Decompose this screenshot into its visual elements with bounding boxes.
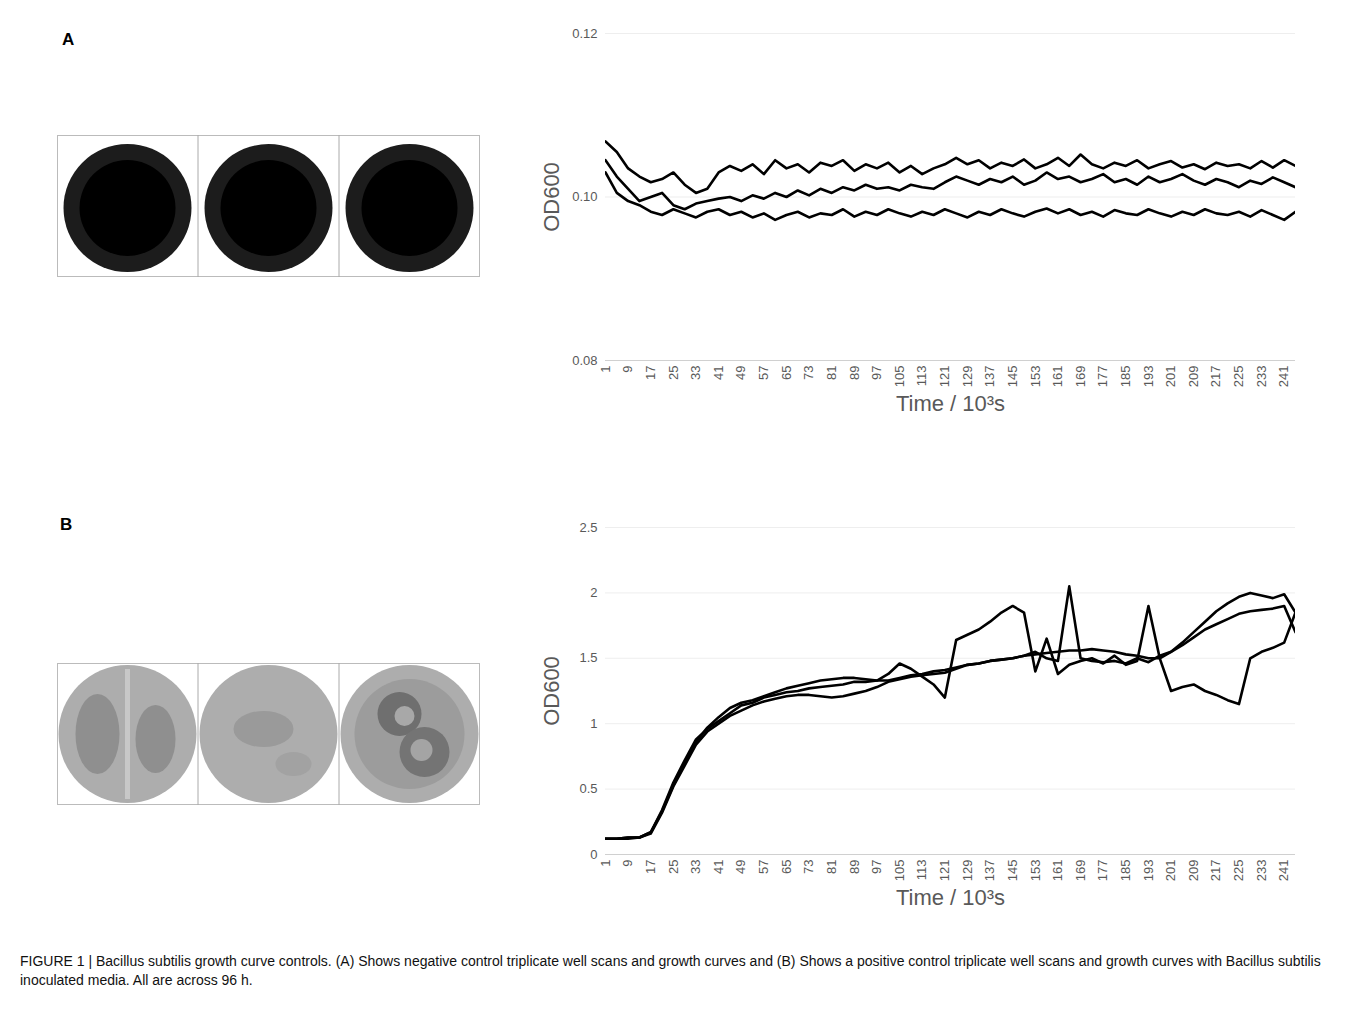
svg-text:0.12: 0.12 [572, 26, 597, 41]
svg-text:25: 25 [666, 860, 681, 874]
svg-text:0.5: 0.5 [579, 781, 597, 796]
svg-text:2.5: 2.5 [579, 520, 597, 535]
svg-text:225: 225 [1231, 860, 1246, 882]
svg-text:209: 209 [1186, 366, 1201, 388]
svg-text:201: 201 [1163, 366, 1178, 388]
svg-text:241: 241 [1276, 860, 1291, 882]
html-text:B: B [60, 515, 73, 534]
svg-text:0.08: 0.08 [572, 353, 597, 368]
svg-text:49: 49 [733, 366, 748, 380]
svg-text:41: 41 [711, 860, 726, 874]
svg-text:89: 89 [847, 366, 862, 380]
svg-text:65: 65 [779, 860, 794, 874]
svg-text:25: 25 [666, 366, 681, 380]
svg-text:73: 73 [801, 860, 816, 874]
svg-text:17: 17 [643, 366, 658, 380]
svg-text:57: 57 [756, 366, 771, 380]
svg-text:177: 177 [1095, 860, 1110, 882]
svg-text:217: 217 [1208, 860, 1223, 882]
svg-text:17: 17 [643, 860, 658, 874]
svg-text:81: 81 [824, 366, 839, 380]
svg-text:73: 73 [801, 366, 816, 380]
svg-text:OD600: OD600 [539, 162, 564, 232]
svg-text:97: 97 [869, 366, 884, 380]
svg-text:233: 233 [1254, 366, 1269, 388]
svg-text:0.10: 0.10 [572, 189, 597, 204]
svg-text:169: 169 [1073, 366, 1088, 388]
svg-text:193: 193 [1141, 366, 1156, 388]
svg-text:161: 161 [1050, 366, 1065, 388]
svg-text:233: 233 [1254, 860, 1269, 882]
svg-text:1: 1 [590, 716, 597, 731]
svg-text:33: 33 [688, 860, 703, 874]
svg-text:113: 113 [914, 366, 929, 387]
svg-text:129: 129 [960, 860, 975, 882]
svg-text:145: 145 [1005, 860, 1020, 882]
svg-text:145: 145 [1005, 366, 1020, 388]
svg-text:169: 169 [1073, 860, 1088, 882]
svg-text:41: 41 [711, 366, 726, 380]
svg-text:105: 105 [892, 860, 907, 882]
html-text:A: A [62, 30, 75, 49]
svg-text:97: 97 [869, 860, 884, 874]
svg-text:1.5: 1.5 [579, 650, 597, 665]
svg-text:2: 2 [590, 585, 597, 600]
svg-text:105: 105 [892, 366, 907, 388]
svg-text:153: 153 [1027, 860, 1042, 882]
html-text:FIGURE 1 | Bacillus subtilis g: FIGURE 1 | Bacillus subtilis growth curv… [20, 953, 1321, 988]
svg-text:161: 161 [1050, 860, 1065, 882]
svg-text:153: 153 [1027, 366, 1042, 388]
svg-text:217: 217 [1208, 366, 1223, 388]
svg-text:241: 241 [1276, 366, 1291, 388]
svg-text:33: 33 [688, 366, 703, 380]
svg-text:129: 129 [960, 366, 975, 388]
svg-text:121: 121 [937, 860, 952, 882]
svg-text:65: 65 [779, 366, 794, 380]
svg-text:81: 81 [824, 860, 839, 874]
svg-text:209: 209 [1186, 860, 1201, 882]
svg-text:185: 185 [1118, 366, 1133, 388]
svg-text:49: 49 [733, 860, 748, 874]
svg-text:193: 193 [1141, 860, 1156, 882]
svg-text:185: 185 [1118, 860, 1133, 882]
svg-text:0: 0 [590, 847, 597, 862]
svg-text:137: 137 [982, 860, 997, 882]
svg-text:9: 9 [620, 860, 635, 867]
svg-text:121: 121 [937, 366, 952, 388]
svg-text:89: 89 [847, 860, 862, 874]
svg-text:137: 137 [982, 366, 997, 388]
svg-text:57: 57 [756, 860, 771, 874]
svg-text:1: 1 [598, 860, 613, 867]
svg-text:113: 113 [914, 860, 929, 881]
svg-text:OD600: OD600 [539, 656, 564, 726]
svg-text:Time / 10³s: Time / 10³s [896, 391, 1005, 416]
svg-text:9: 9 [620, 366, 635, 373]
svg-text:1: 1 [598, 366, 613, 373]
svg-text:177: 177 [1095, 366, 1110, 388]
svg-text:201: 201 [1163, 860, 1178, 882]
svg-text:225: 225 [1231, 366, 1246, 388]
svg-text:Time / 10³s: Time / 10³s [896, 885, 1005, 910]
